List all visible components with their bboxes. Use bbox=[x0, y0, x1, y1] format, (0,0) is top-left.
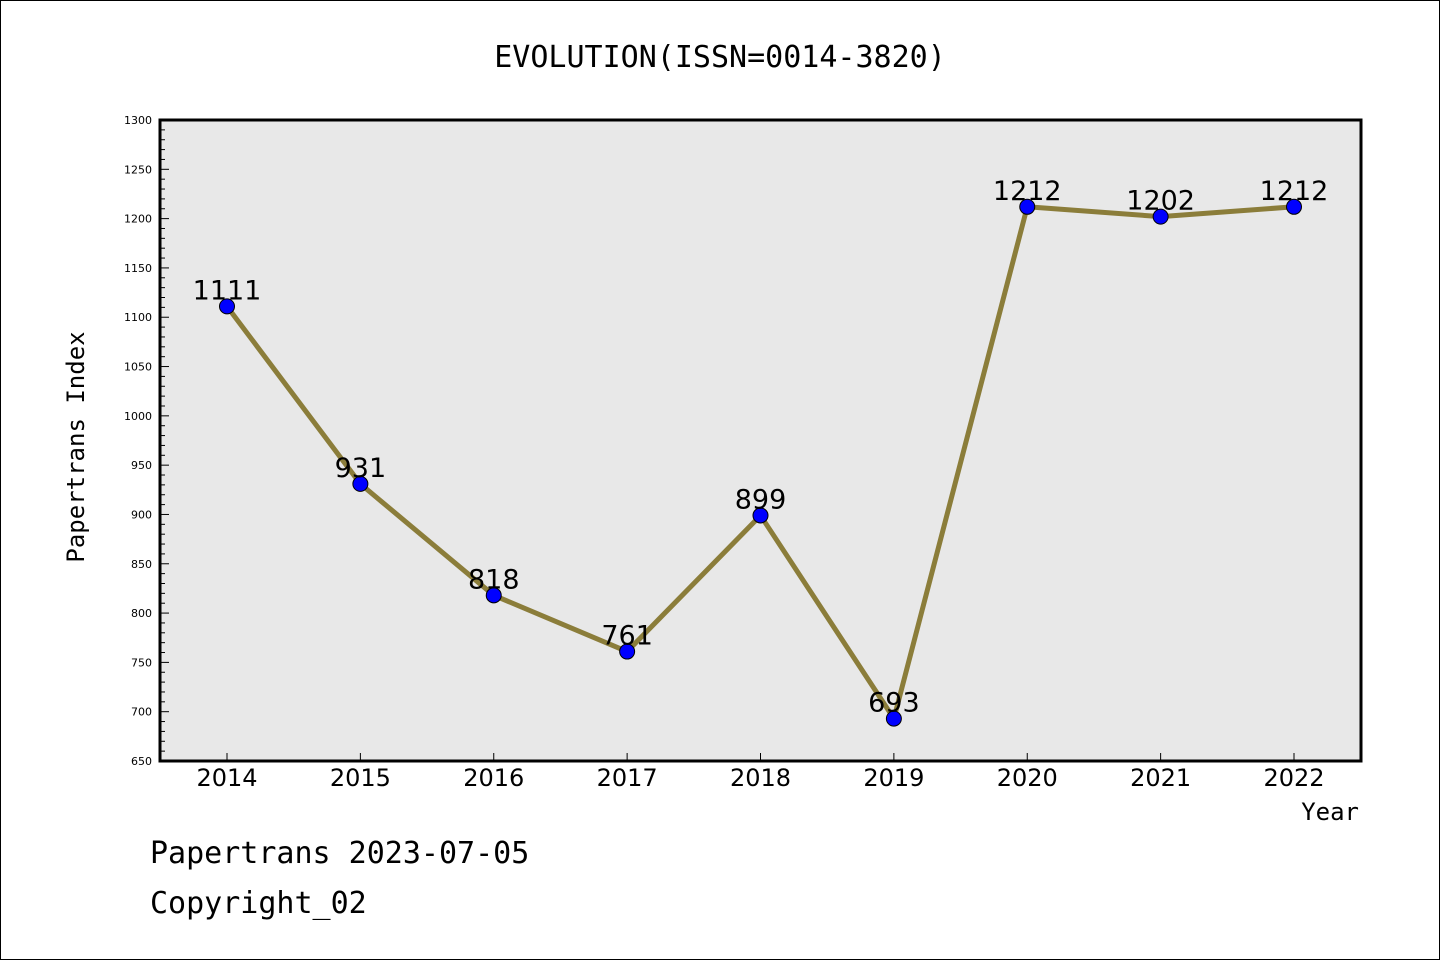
data-labels: 1111 931 818 761 899 693 1212 1202 1212 bbox=[193, 176, 1329, 719]
data-label: 931 bbox=[335, 453, 387, 484]
footer-copyright: Copyright_02 bbox=[150, 886, 367, 921]
y-tick-label: 1300 bbox=[124, 114, 152, 127]
x-tick-label: 2022 bbox=[1263, 764, 1324, 792]
x-axis-label: Year bbox=[1301, 798, 1359, 826]
data-point bbox=[485, 587, 502, 604]
footer-date: Papertrans 2023-07-05 bbox=[150, 836, 529, 871]
data-point bbox=[1019, 198, 1036, 215]
y-tick-label: 1200 bbox=[124, 213, 152, 226]
data-label: 1212 bbox=[1260, 176, 1329, 207]
x-tick-label: 2016 bbox=[463, 764, 524, 792]
data-label: 1212 bbox=[993, 176, 1062, 207]
series bbox=[219, 198, 1302, 727]
x-axis: 2014 2015 2016 2017 2018 2019 2020 2021 2022 bbox=[196, 753, 1325, 792]
y-tick-label: 850 bbox=[131, 558, 152, 571]
x-tick-label: 2017 bbox=[597, 764, 658, 792]
data-label: 761 bbox=[601, 621, 653, 652]
data-point bbox=[619, 643, 636, 660]
y-tick-label: 650 bbox=[131, 755, 152, 768]
data-label: 693 bbox=[868, 688, 920, 719]
data-point bbox=[219, 298, 235, 315]
x-tick-label: 2014 bbox=[196, 764, 257, 792]
chart-title: EVOLUTION(ISSN=0014-3820) bbox=[494, 40, 946, 75]
y-tick-label: 900 bbox=[131, 508, 152, 521]
y-tick-label: 1100 bbox=[124, 311, 152, 324]
y-tick-label: 800 bbox=[131, 607, 152, 620]
data-point bbox=[1286, 198, 1302, 215]
y-tick-label: 950 bbox=[131, 459, 152, 472]
x-tick-label: 2021 bbox=[1130, 764, 1191, 792]
y-axis-label: Papertrans Index bbox=[62, 331, 90, 562]
data-label: 1111 bbox=[193, 275, 262, 306]
y-tick-label: 1250 bbox=[124, 163, 152, 176]
y-tick-label: 1150 bbox=[124, 262, 152, 275]
data-label: 899 bbox=[735, 484, 787, 515]
data-label: 818 bbox=[468, 564, 520, 595]
y-tick-label: 1000 bbox=[124, 410, 152, 423]
data-point bbox=[885, 710, 902, 727]
x-tick-label: 2018 bbox=[730, 764, 791, 792]
x-tick-label: 2015 bbox=[330, 764, 391, 792]
x-tick-label: 2019 bbox=[863, 764, 924, 792]
data-point bbox=[352, 475, 369, 492]
x-tick-label: 2020 bbox=[997, 764, 1058, 792]
data-point bbox=[752, 507, 769, 524]
data-point bbox=[1152, 208, 1169, 225]
y-tick-label: 750 bbox=[131, 656, 152, 669]
plot-area bbox=[160, 120, 1361, 761]
y-tick-label: 700 bbox=[131, 706, 152, 719]
y-tick-label: 1050 bbox=[124, 361, 152, 374]
data-label: 1202 bbox=[1126, 186, 1195, 217]
plot-border bbox=[158, 118, 1363, 763]
